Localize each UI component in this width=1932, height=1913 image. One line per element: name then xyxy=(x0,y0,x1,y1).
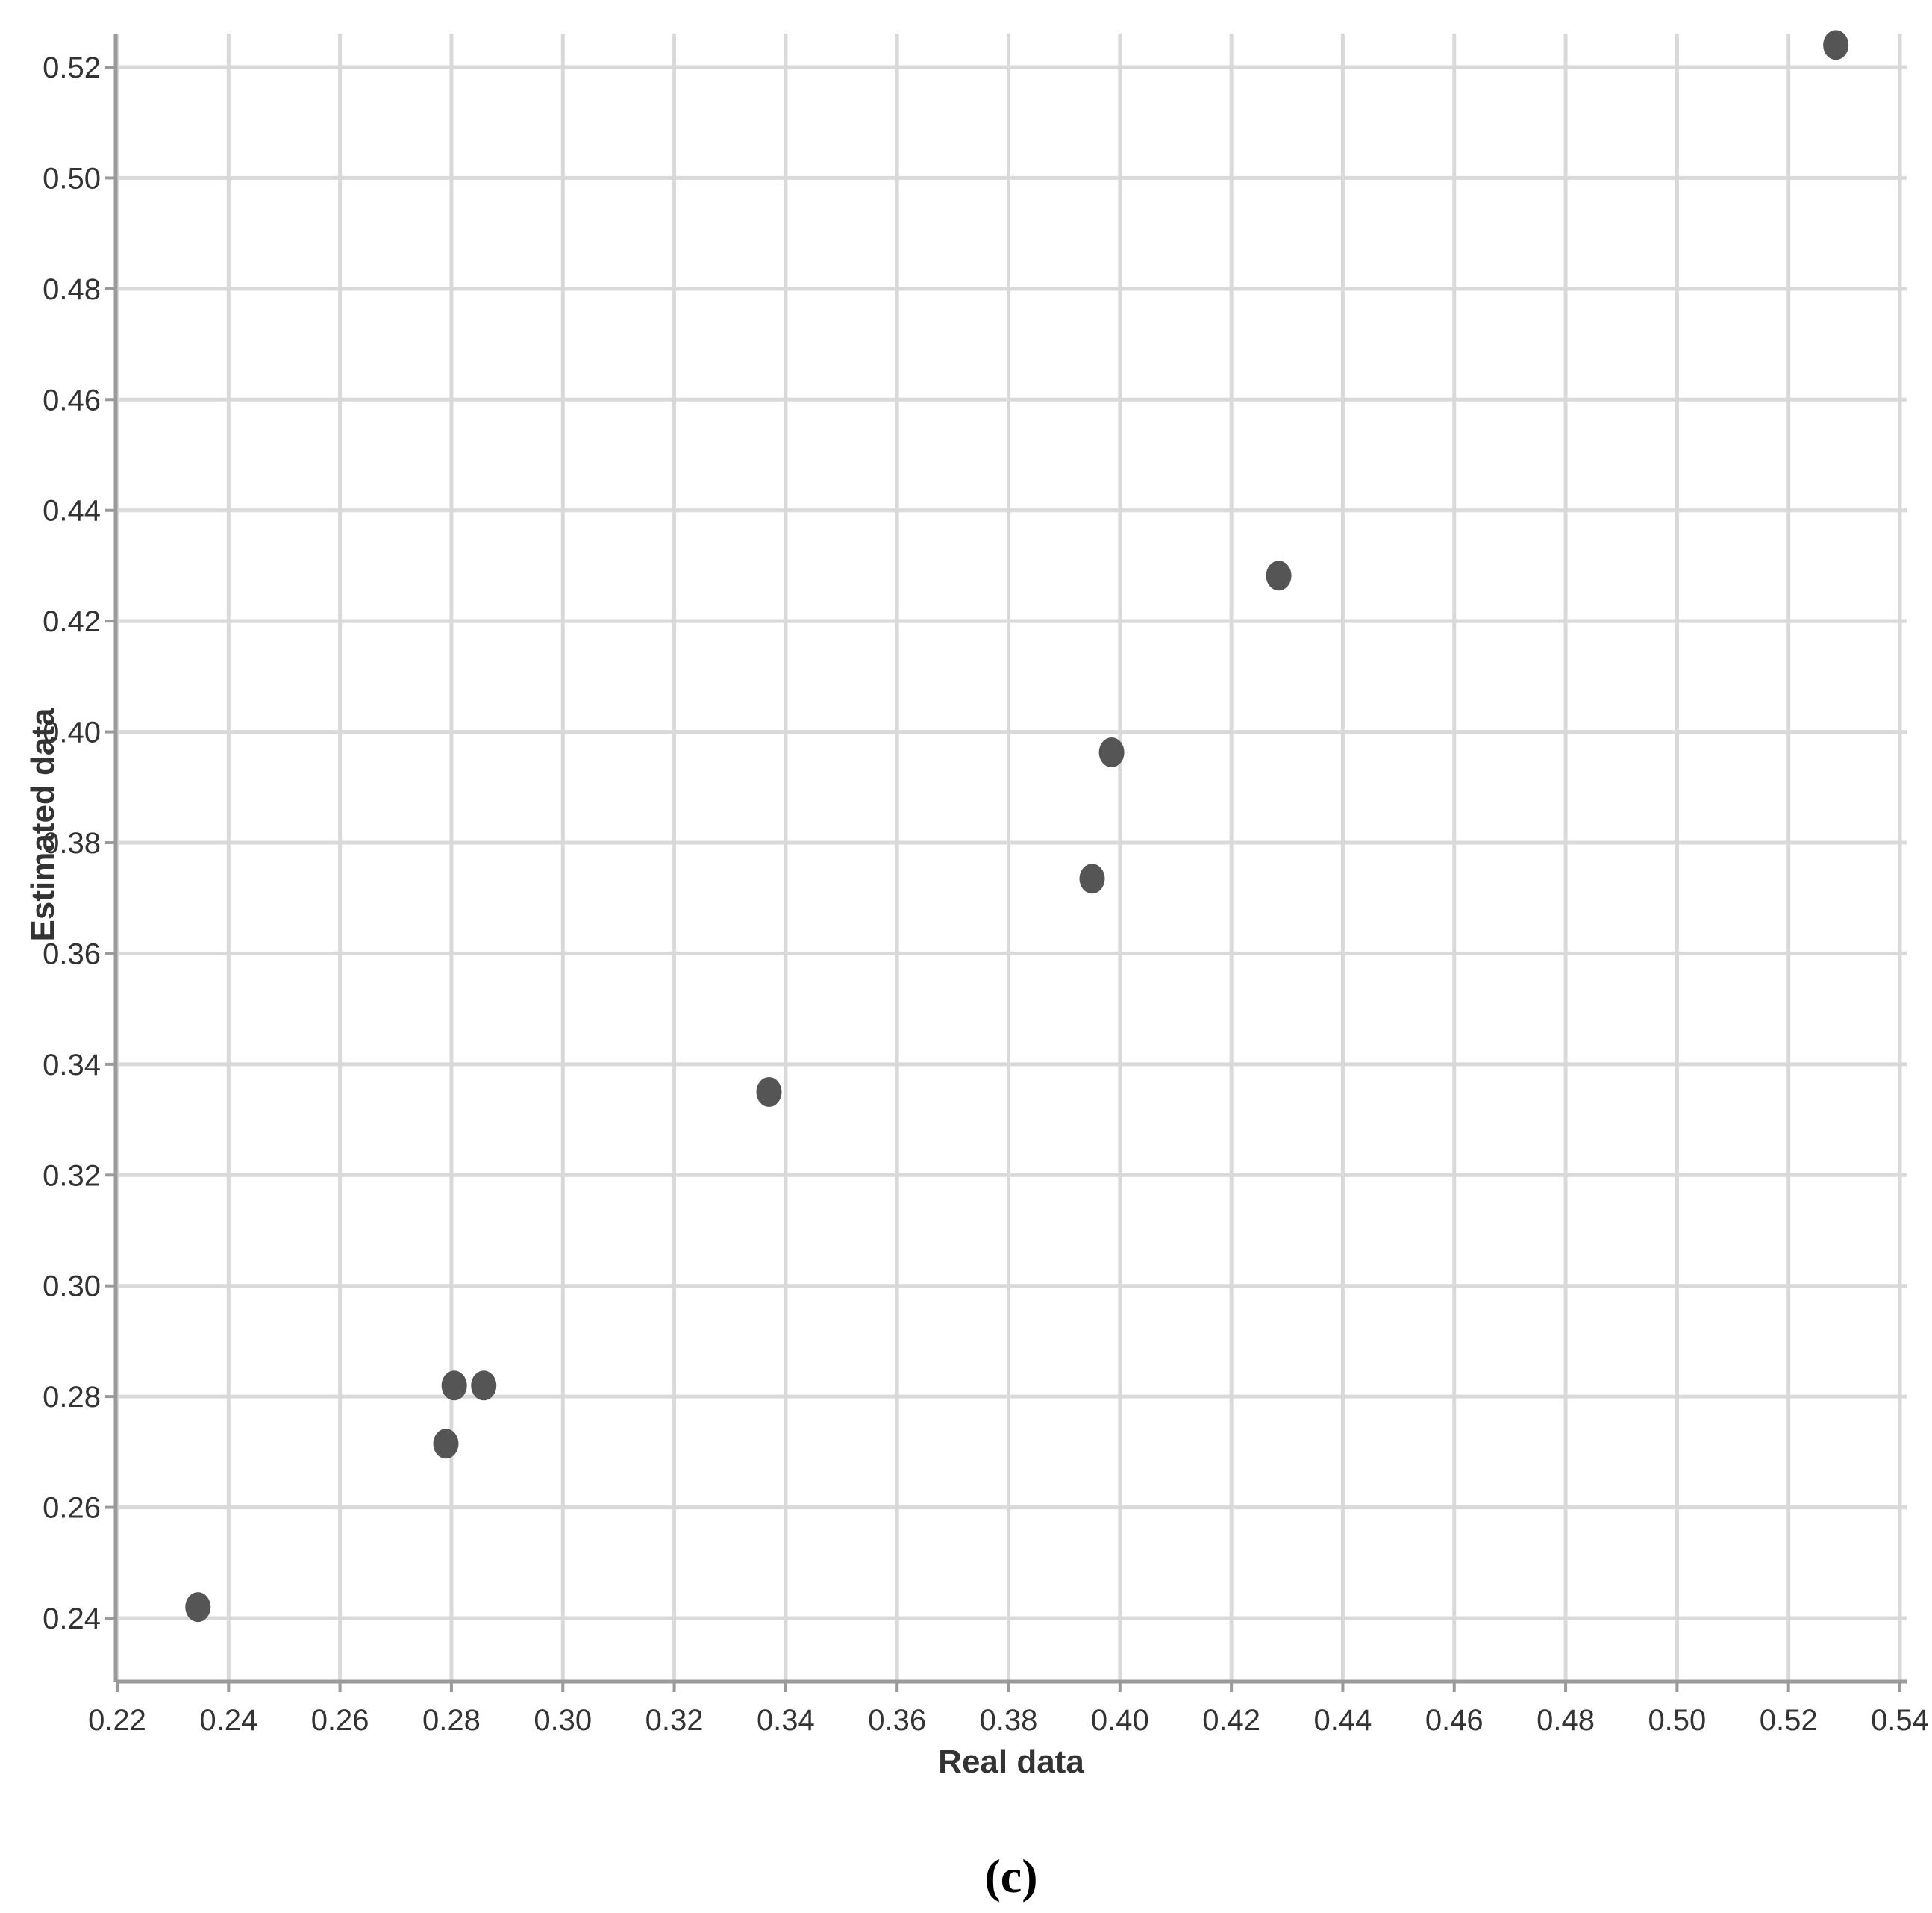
x-tick-label: 0.54 xyxy=(1871,1704,1929,1737)
y-tick-label: 0.26 xyxy=(43,1492,101,1525)
figure-caption: (c) xyxy=(984,1850,1037,1903)
y-axis-title: Estimated data xyxy=(25,708,61,942)
x-tick-label: 0.32 xyxy=(645,1704,704,1737)
axes xyxy=(105,34,1907,1692)
x-tick-label: 0.50 xyxy=(1648,1704,1706,1737)
y-tick-label: 0.28 xyxy=(43,1381,101,1414)
y-tick-label: 0.36 xyxy=(43,937,101,970)
y-tick-label: 0.52 xyxy=(43,52,101,84)
y-tick-label: 0.44 xyxy=(43,495,101,528)
tick-labels: 0.22 0.24 0.26 0.28 0.30 0.32 0.34 0.36 0.38 0.40… xyxy=(43,52,1929,1737)
grid-lines xyxy=(115,34,1907,1682)
x-tick-label: 0.40 xyxy=(1091,1704,1149,1737)
x-tick-label: 0.36 xyxy=(868,1704,926,1737)
data-point xyxy=(1098,737,1125,768)
x-tick-label: 0.42 xyxy=(1202,1704,1260,1737)
x-tick-label: 0.22 xyxy=(88,1704,146,1737)
data-point xyxy=(1079,864,1105,894)
x-tick-label: 0.30 xyxy=(534,1704,592,1737)
data-point xyxy=(185,1592,211,1623)
y-tick-label: 0.46 xyxy=(43,384,101,416)
x-tick-label: 0.34 xyxy=(757,1704,815,1737)
x-tick-label: 0.52 xyxy=(1760,1704,1818,1737)
x-tick-label: 0.46 xyxy=(1425,1704,1484,1737)
x-tick-label: 0.48 xyxy=(1536,1704,1595,1737)
x-tick-label: 0.28 xyxy=(422,1704,481,1737)
y-tick-label: 0.34 xyxy=(43,1049,101,1082)
x-tick-label: 0.38 xyxy=(980,1704,1038,1737)
data-point xyxy=(1266,561,1292,591)
y-tick-label: 0.24 xyxy=(43,1603,101,1635)
data-point xyxy=(471,1370,497,1401)
y-tick-label: 0.30 xyxy=(43,1270,101,1303)
y-tick-label: 0.42 xyxy=(43,605,101,638)
x-axis-title: Real data xyxy=(938,1744,1084,1780)
data-points xyxy=(185,30,1849,1623)
x-tick-label: 0.24 xyxy=(199,1704,257,1737)
y-tick-label: 0.38 xyxy=(43,827,101,860)
data-point xyxy=(441,1370,467,1401)
y-tick-label: 0.48 xyxy=(43,273,101,306)
data-point xyxy=(756,1076,782,1107)
y-tick-label: 0.40 xyxy=(43,717,101,749)
y-tick-label: 0.32 xyxy=(43,1159,101,1192)
data-point xyxy=(433,1429,459,1459)
data-point xyxy=(1823,30,1849,60)
x-tick-label: 0.44 xyxy=(1314,1704,1372,1737)
x-tick-label: 0.26 xyxy=(311,1704,369,1737)
y-tick-label: 0.50 xyxy=(43,162,101,195)
